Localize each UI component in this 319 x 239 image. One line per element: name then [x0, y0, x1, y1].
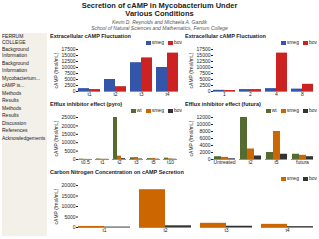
svg-text:10000: 10000: [197, 121, 211, 127]
svg-text:12500: 12500: [197, 58, 211, 64]
html-text:Methods: Methods: [2, 89, 22, 96]
svg-text:t3: t3: [134, 159, 138, 165]
svg-text:15000: 15000: [62, 52, 76, 58]
svg-text:cAMP (fmol/mL): cAMP (fmol/mL): [53, 52, 59, 88]
svg-text:12000: 12000: [197, 114, 211, 120]
svg-text:10000: 10000: [62, 139, 76, 145]
svg-text:t4: t4: [285, 227, 289, 233]
html-text:wt: wt: [136, 107, 142, 113]
svg-text:5000: 5000: [64, 76, 75, 82]
svg-text:cAMP (fmol/mL): cAMP (fmol/mL): [53, 188, 59, 224]
html-text:bov: bov: [173, 107, 182, 113]
svg-text:15000: 15000: [62, 193, 76, 199]
svg-text:2500: 2500: [199, 82, 210, 88]
html-text:Secretion of cAMP in Mycobacte: Secretion of cAMP in Mycobacterium Under…: [81, 1, 238, 19]
svg-text:0: 0: [208, 156, 211, 162]
svg-text:7500: 7500: [199, 70, 210, 76]
svg-text:futura: futura: [296, 159, 309, 165]
svg-text:t2: t2: [163, 227, 167, 233]
html-text:Results: Results: [2, 97, 19, 103]
svg-text:5000: 5000: [199, 76, 210, 82]
svg-text:25000: 25000: [62, 114, 76, 120]
svg-text:t1: t1: [102, 227, 106, 233]
svg-text:0: 0: [73, 224, 76, 230]
html-text:Carbon Nitrogen Concentration: Carbon Nitrogen Concentration on cAMP Se…: [50, 168, 184, 175]
svg-text:1: 1: [223, 91, 226, 97]
svg-text:4000: 4000: [199, 142, 210, 148]
svg-text:5000: 5000: [64, 214, 75, 220]
svg-text:t2: t2: [248, 159, 252, 165]
html-text:Mycobacterium...: Mycobacterium...: [2, 74, 41, 81]
svg-text:8000: 8000: [199, 128, 210, 134]
svg-text:cAMP (fmol/mL): cAMP (fmol/mL): [53, 120, 59, 156]
html-text:Results: Results: [2, 112, 19, 118]
svg-text:7500: 7500: [64, 70, 75, 76]
svg-text:0: 0: [208, 88, 211, 94]
svg-text:t5: t5: [151, 159, 155, 165]
html-text:Background Information: Background Information: [2, 46, 29, 58]
html-text:Efflux inhibitor effect (futur: Efflux inhibitor effect (futura): [185, 100, 261, 107]
svg-text:0: 0: [73, 156, 76, 162]
html-text:bov: bov: [308, 39, 317, 45]
svg-text:t1: t1: [100, 159, 104, 165]
svg-text:t4: t4: [165, 91, 169, 97]
svg-text:cAMP (fmol/mL): cAMP (fmol/mL): [188, 120, 194, 156]
html-text:bov: bov: [308, 175, 317, 181]
svg-text:15000: 15000: [62, 131, 76, 137]
svg-text:t2: t2: [113, 91, 117, 97]
html-text:bov: bov: [308, 107, 317, 113]
svg-text:6000: 6000: [199, 135, 210, 141]
svg-text:20000: 20000: [62, 182, 76, 188]
svg-text:12500: 12500: [62, 58, 76, 64]
svg-text:20000: 20000: [62, 123, 76, 129]
html-text:Kevin D. Reynolds and Michaela: Kevin D. Reynolds and Michaela A. Gazdik…: [91, 18, 228, 31]
svg-text:t3: t3: [139, 91, 143, 97]
html-text:wt: wt: [271, 107, 277, 113]
svg-text:10000: 10000: [62, 203, 76, 209]
svg-text:2: 2: [249, 91, 252, 97]
html-text:FERRUM COLLEGE: FERRUM COLLEGE: [2, 32, 26, 45]
svg-text:8: 8: [301, 91, 304, 97]
svg-text:t5: t5: [274, 159, 278, 165]
svg-text:2000: 2000: [199, 149, 210, 155]
svg-text:t10: t10: [167, 159, 174, 165]
svg-text:17500: 17500: [62, 46, 76, 52]
svg-text:t2: t2: [117, 159, 121, 165]
html-text:smeg: smeg: [286, 39, 299, 45]
svg-text:15000: 15000: [197, 52, 211, 58]
html-text:Methods: Methods: [2, 104, 22, 111]
svg-text:t3: t3: [224, 227, 228, 233]
svg-text:10000: 10000: [62, 64, 76, 70]
svg-text:5000: 5000: [64, 148, 75, 154]
html-text:Extracellular cAMP Fluctuation: Extracellular cAMP Fluctuation: [50, 32, 131, 39]
svg-text:t0.5: t0.5: [81, 159, 90, 165]
html-text:smeg: smeg: [286, 175, 299, 181]
html-text:Efflux inhibitor effect (pyro): Efflux inhibitor effect (pyro): [50, 100, 123, 107]
html-text:Acknowledgements: Acknowledgements: [2, 134, 46, 141]
html-text:Background: Background: [2, 59, 29, 66]
svg-text:2500: 2500: [64, 82, 75, 88]
svg-text:cAMP (fmol/mL): cAMP (fmol/mL): [188, 52, 194, 88]
svg-text:4: 4: [275, 91, 278, 97]
svg-text:t1: t1: [87, 91, 91, 97]
html-text:cAMP is...: cAMP is...: [2, 82, 25, 88]
html-text:smeg: smeg: [151, 39, 164, 45]
html-text:Information: Information: [2, 67, 27, 73]
html-text:Discussion: Discussion: [2, 119, 27, 126]
html-text:smeg: smeg: [286, 107, 299, 113]
html-text:bov: bov: [173, 39, 182, 45]
svg-text:10000: 10000: [197, 64, 211, 70]
svg-text:17500: 17500: [197, 46, 211, 52]
html-text:Extracellular cAMP Fluctuation: Extracellular cAMP Fluctuation: [185, 32, 266, 39]
svg-text:Untreated: Untreated: [214, 159, 236, 165]
svg-text:0: 0: [73, 88, 76, 94]
html-text:References: References: [2, 127, 28, 133]
html-text:smeg: smeg: [151, 107, 164, 113]
